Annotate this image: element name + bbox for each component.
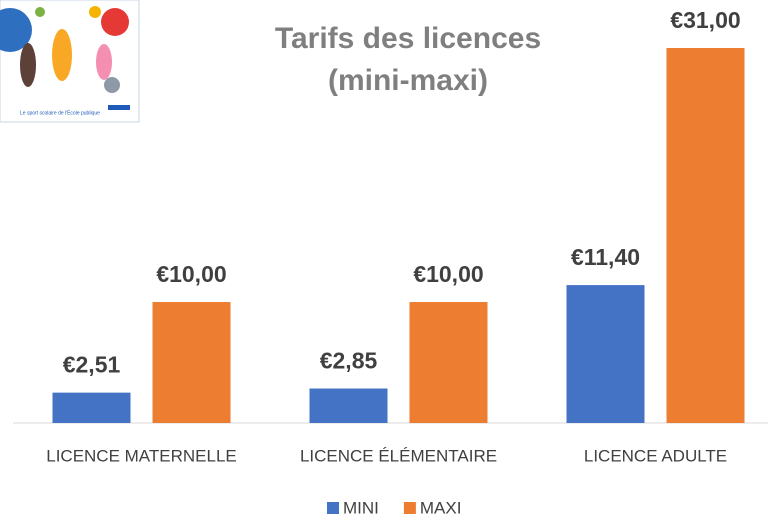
logo-shape (52, 29, 72, 81)
x-tick-label: LICENCE ADULTE (584, 446, 727, 465)
legend-swatch (403, 502, 416, 514)
bar (52, 392, 131, 423)
bar (566, 285, 645, 423)
x-tick-label: LICENCE MATERNELLE (46, 446, 237, 465)
value-label: €10,00 (156, 261, 226, 287)
value-label: €2,85 (320, 348, 378, 374)
logo-shape (89, 6, 101, 18)
chart-title: Tarifs des licences (275, 22, 541, 55)
logo-shape (20, 43, 36, 87)
legend-swatch (327, 502, 339, 514)
logo-shape (35, 7, 45, 17)
legend-label: MAXI (420, 498, 462, 517)
bar (409, 302, 488, 423)
legend-label: MINI (343, 498, 379, 517)
logo-shape (96, 44, 112, 80)
logo: Le sport scolaire de l'École publique (0, 0, 140, 123)
bar (666, 48, 745, 423)
value-label: €10,00 (413, 261, 483, 287)
x-tick-label: LICENCE ÉLÉMENTAIRE (300, 446, 497, 465)
chart-title: (mini-maxi) (328, 64, 488, 97)
logo-shape (0, 8, 32, 52)
value-label: €31,00 (670, 7, 740, 33)
bar (152, 302, 231, 423)
logo-shape (108, 105, 130, 110)
bar (309, 388, 388, 423)
logo-text: Le sport scolaire de l'École publique (20, 109, 100, 116)
logo-shape (104, 77, 120, 93)
value-label: €11,40 (571, 244, 640, 270)
logo-shape (101, 8, 129, 36)
value-label: €2,51 (63, 352, 121, 378)
